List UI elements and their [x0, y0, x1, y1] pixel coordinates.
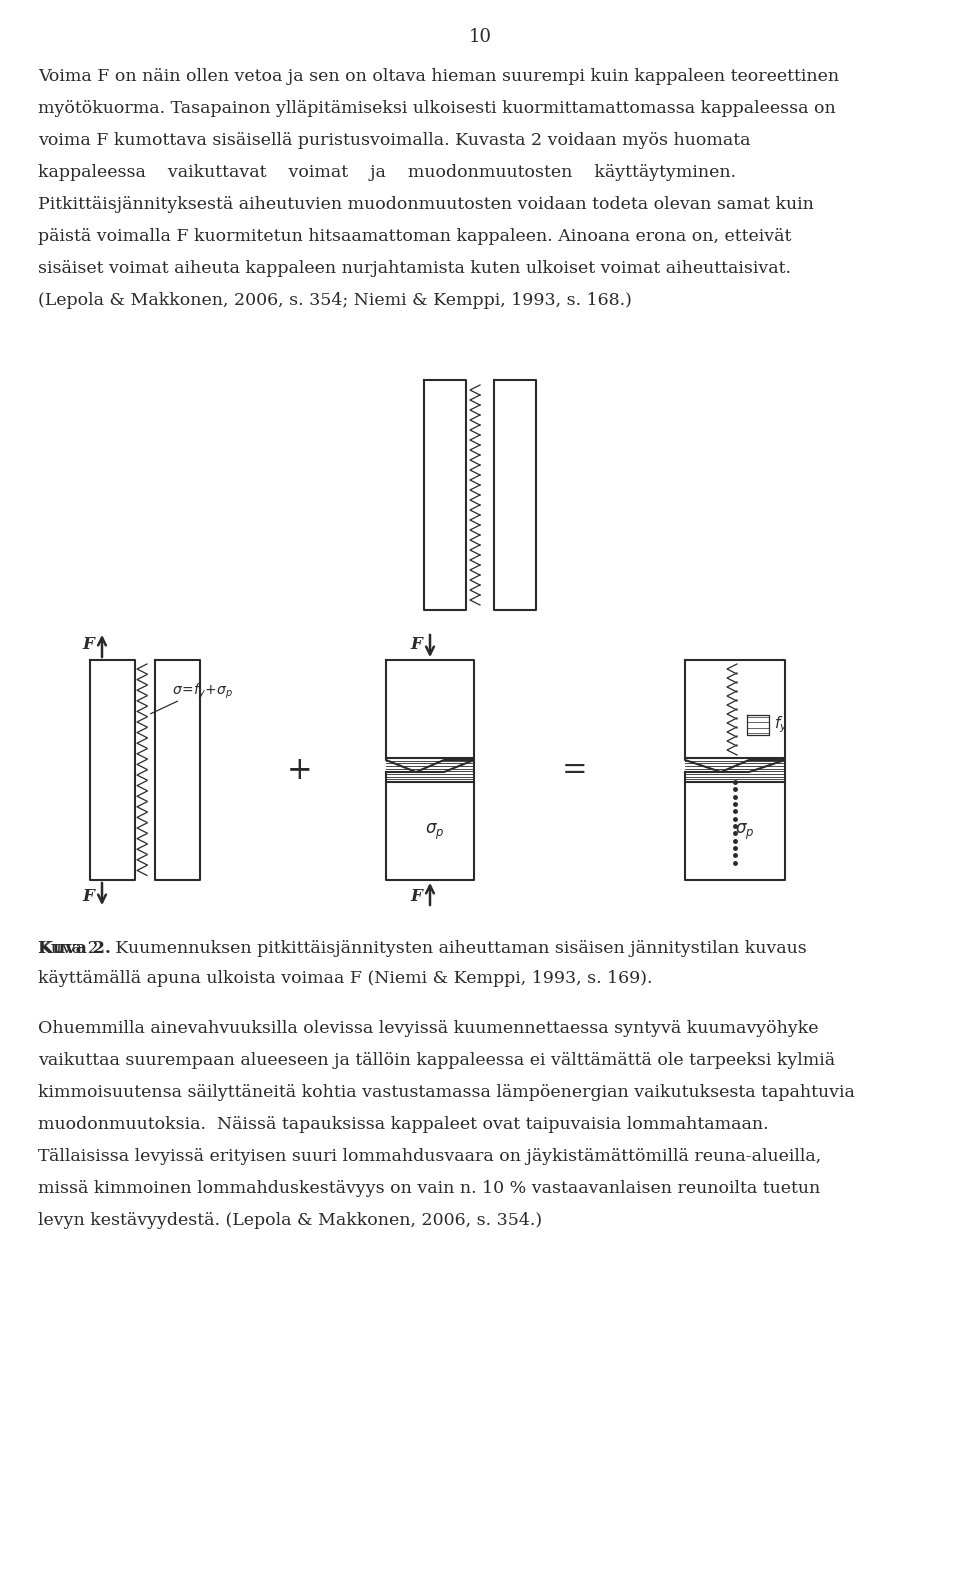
- Text: F: F: [410, 888, 421, 904]
- Text: levyn kestävyydestä. (Lepola & Makkonen, 2006, s. 354.): levyn kestävyydestä. (Lepola & Makkonen,…: [38, 1211, 542, 1229]
- Text: käyttämällä apuna ulkoista voimaa F (Niemi & Kemppi, 1993, s. 169).: käyttämällä apuna ulkoista voimaa F (Nie…: [38, 971, 653, 987]
- Text: myötökuorma. Tasapainon ylläpitämiseksi ulkoisesti kuormittamattomassa kappalees: myötökuorma. Tasapainon ylläpitämiseksi …: [38, 100, 836, 116]
- Text: kimmoisuutensa säilyttäneitä kohtia vastustamassa lämpöenergian vaikutuksesta ta: kimmoisuutensa säilyttäneitä kohtia vast…: [38, 1084, 854, 1101]
- Text: sisäiset voimat aiheuta kappaleen nurjahtamista kuten ulkoiset voimat aiheuttais: sisäiset voimat aiheuta kappaleen nurjah…: [38, 260, 791, 277]
- Text: +: +: [287, 754, 313, 786]
- Text: Ohuemmilla ainevahvuuksilla olevissa levyissä kuumennettaessa syntyvä kuumavyöhy: Ohuemmilla ainevahvuuksilla olevissa lev…: [38, 1020, 819, 1038]
- Text: Kuva 2.  Kuumennuksen pitkittäisjännitysten aiheuttaman sisäisen jännitystilan k: Kuva 2. Kuumennuksen pitkittäisjännityst…: [38, 940, 806, 956]
- Text: $\sigma\!=\!f_y\!+\!\sigma_p$: $\sigma\!=\!f_y\!+\!\sigma_p$: [172, 682, 233, 701]
- Text: päistä voimalla F kuormitetun hitsaamattoman kappaleen. Ainoana erona on, etteiv: päistä voimalla F kuormitetun hitsaamatt…: [38, 228, 791, 245]
- Text: $\sigma_p$: $\sigma_p$: [735, 823, 755, 842]
- Text: muodonmuutoksia.  Näissä tapauksissa kappaleet ovat taipuvaisia lommahtamaan.: muodonmuutoksia. Näissä tapauksissa kapp…: [38, 1116, 769, 1133]
- Text: F: F: [83, 888, 94, 904]
- Text: Pitkittäisjännityksestä aiheutuvien muodonmuutosten voidaan todeta olevan samat : Pitkittäisjännityksestä aiheutuvien muod…: [38, 196, 814, 214]
- Text: $\sigma_p$: $\sigma_p$: [425, 823, 444, 842]
- Text: 10: 10: [468, 29, 492, 46]
- Text: vaikuttaa suurempaan alueeseen ja tällöin kappaleessa ei välttämättä ole tarpeek: vaikuttaa suurempaan alueeseen ja tällöi…: [38, 1052, 835, 1070]
- Text: (Lepola & Makkonen, 2006, s. 354; Niemi & Kemppi, 1993, s. 168.): (Lepola & Makkonen, 2006, s. 354; Niemi …: [38, 292, 632, 309]
- Text: missä kimmoinen lommahduskestävyys on vain n. 10 % vastaavanlaisen reunoilta tue: missä kimmoinen lommahduskestävyys on va…: [38, 1180, 820, 1197]
- Text: Kuva 2.: Kuva 2.: [38, 940, 110, 956]
- Text: F: F: [410, 636, 421, 652]
- Text: =: =: [563, 754, 588, 786]
- Text: $f_y$: $f_y$: [774, 714, 788, 735]
- Text: kappaleessa    vaikuttavat    voimat    ja    muodonmuutosten    käyttäytyminen.: kappaleessa vaikuttavat voimat ja muodon…: [38, 164, 736, 182]
- Text: voima F kumottava sisäisellä puristusvoimalla. Kuvasta 2 voidaan myös huomata: voima F kumottava sisäisellä puristusvoi…: [38, 132, 751, 148]
- Text: Tällaisissa levyissä erityisen suuri lommahdusvaara on jäykistämättömillä reuna-: Tällaisissa levyissä erityisen suuri lom…: [38, 1148, 821, 1165]
- Text: F: F: [83, 636, 94, 652]
- Text: Voima F on näin ollen vetoa ja sen on oltava hieman suurempi kuin kappaleen teor: Voima F on näin ollen vetoa ja sen on ol…: [38, 69, 839, 84]
